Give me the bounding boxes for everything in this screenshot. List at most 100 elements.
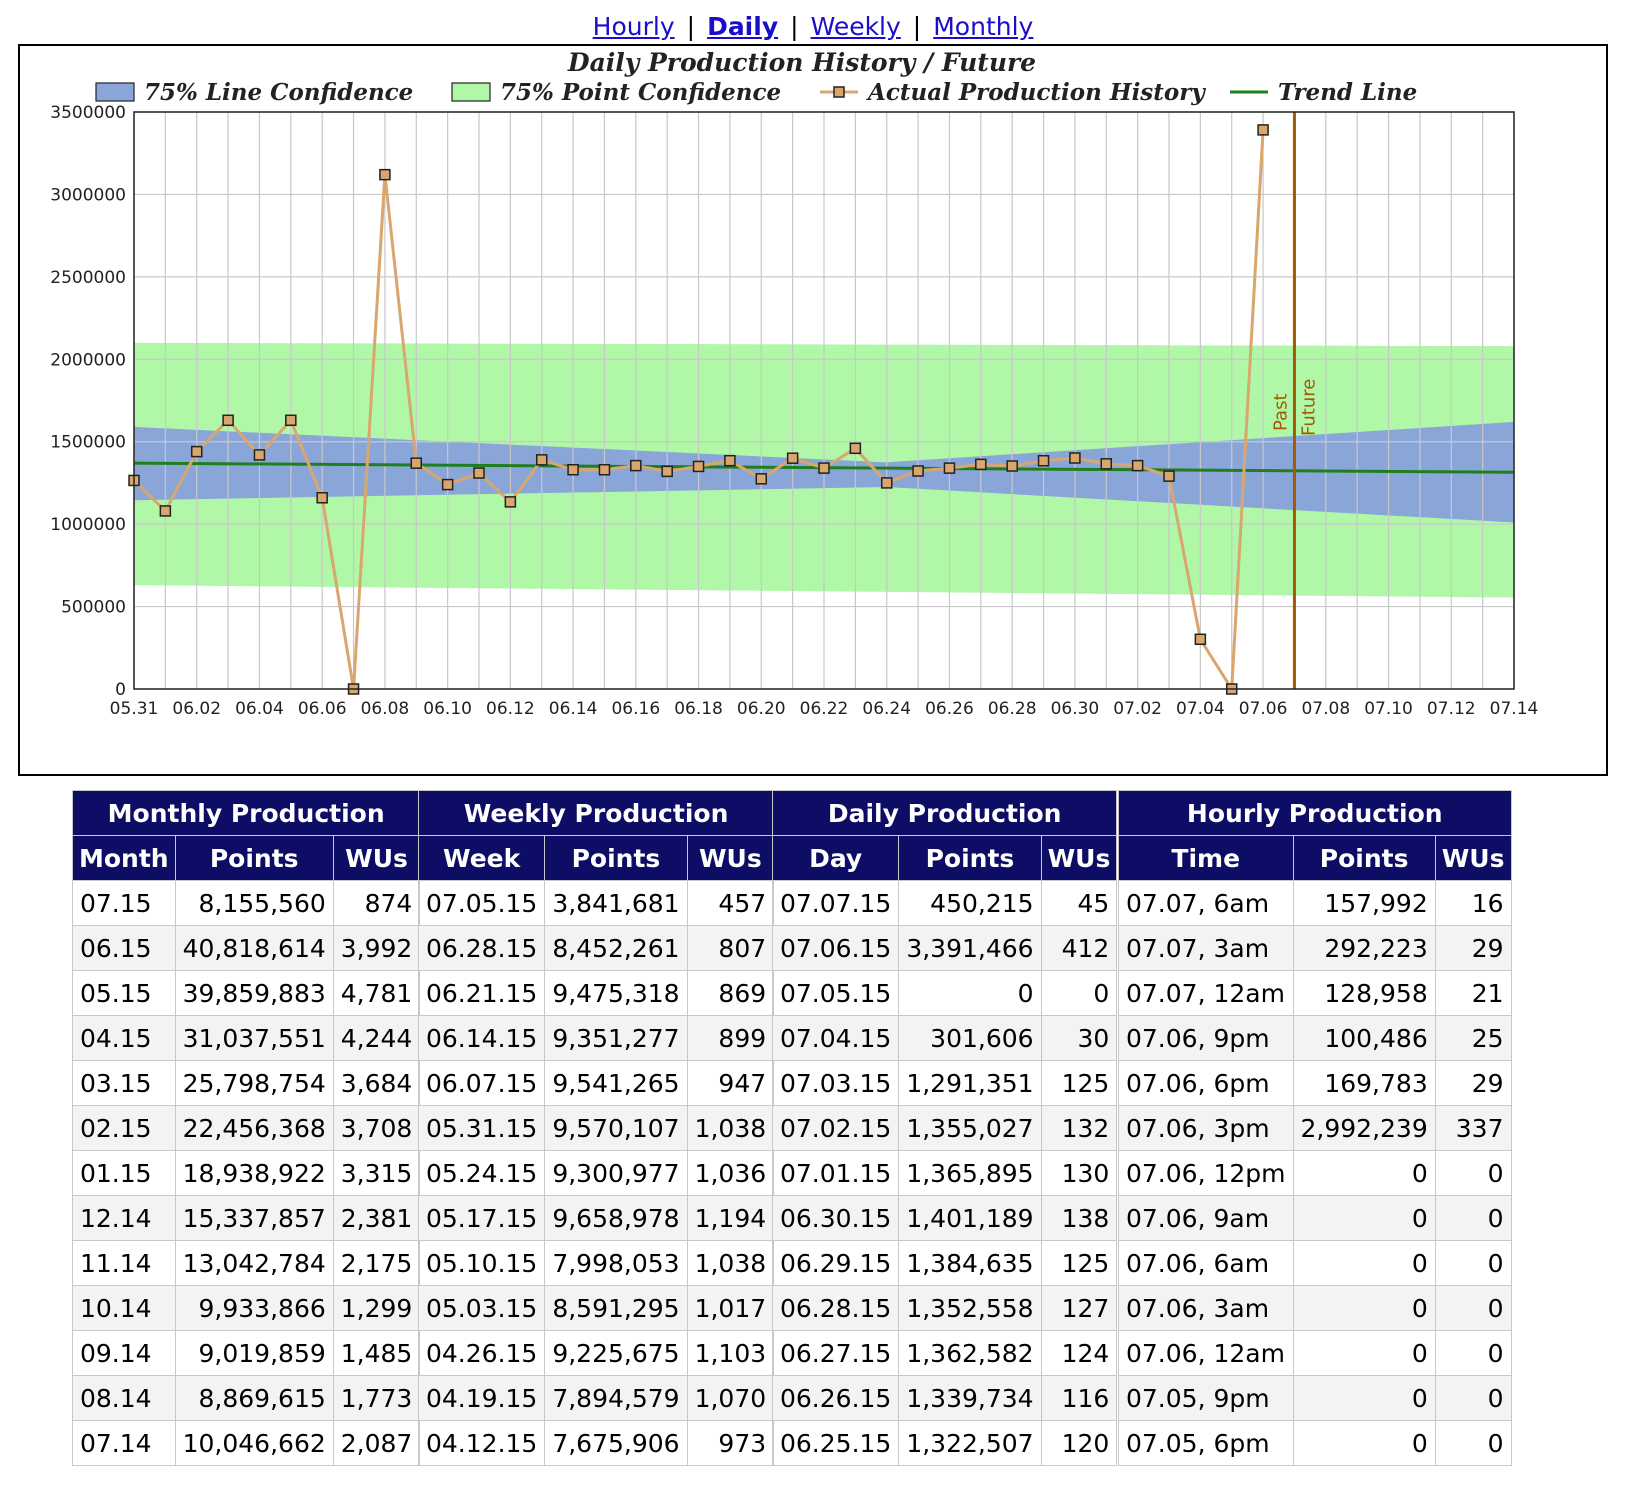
table-cell: 3,992 xyxy=(332,925,421,971)
y-tick-label: 3500000 xyxy=(50,103,126,123)
column-header: WUs xyxy=(1040,835,1118,881)
nav-link-weekly[interactable]: Weekly xyxy=(810,12,901,41)
weekly-production-table: Weekly Production Week Points WUs 07.05.15 3,… xyxy=(417,790,775,1466)
table-cell: 120 xyxy=(1040,1420,1118,1466)
nav-separator: | xyxy=(790,12,799,41)
table-row: 07.05.15 3,841,681 457 xyxy=(417,880,775,926)
actual-production-point xyxy=(1131,459,1144,472)
table-cell: 7,894,579 xyxy=(544,1375,688,1421)
table-row: 06.30.15 1,401,189 138 xyxy=(771,1195,1118,1241)
table-row: 05.31.15 9,570,107 1,038 xyxy=(417,1105,775,1151)
actual-production-point xyxy=(912,465,924,477)
table-cell: 292,223 xyxy=(1292,925,1436,971)
table-cell: 39,859,883 xyxy=(174,970,334,1016)
nav-link-daily[interactable]: Daily xyxy=(707,12,779,41)
column-header: Day xyxy=(771,835,900,881)
x-tick-label: 06.20 xyxy=(737,699,786,719)
table-row: 05.15 39,859,883 4,781 xyxy=(72,970,421,1016)
table-cell: 07.07, 6am xyxy=(1118,880,1294,926)
x-tick-label: 06.12 xyxy=(486,699,535,719)
y-tick-label: 0 xyxy=(115,680,126,700)
table-row: 05.03.15 8,591,295 1,017 xyxy=(417,1285,775,1331)
table-cell: 07.14 xyxy=(72,1420,176,1466)
table-cell: 2,175 xyxy=(332,1240,421,1286)
table-cell: 07.06, 3pm xyxy=(1118,1105,1294,1151)
actual-production-point xyxy=(630,459,642,472)
actual-production-point xyxy=(285,414,297,427)
table-row: 06.29.15 1,384,635 125 xyxy=(771,1240,1118,1286)
table-cell: 127 xyxy=(1040,1285,1118,1331)
table-row: 09.14 9,019,859 1,485 xyxy=(72,1330,421,1376)
table-row: 07.06, 3pm 2,992,239 337 xyxy=(1118,1105,1512,1151)
column-header: WUs xyxy=(1434,835,1512,881)
table-cell: 1,352,558 xyxy=(898,1285,1042,1331)
table-cell: 07.05, 9pm xyxy=(1118,1375,1294,1421)
table-cell: 07.02.15 xyxy=(771,1105,900,1151)
table-cell: 21 xyxy=(1434,970,1512,1016)
daily-production-chart: 0 500000 1000000 1500000 2000000 2500000 30000… xyxy=(50,48,1538,719)
table-cell: 07.05.15 xyxy=(771,970,900,1016)
actual-production-point xyxy=(724,454,736,467)
table-cell: 02.15 xyxy=(72,1105,176,1151)
table-cell: 2,992,239 xyxy=(1292,1105,1436,1151)
table-cell: 1,194 xyxy=(686,1195,775,1241)
table-cell: 15,337,857 xyxy=(174,1195,334,1241)
table-cell: 947 xyxy=(686,1060,775,1106)
table-cell: 8,155,560 xyxy=(174,880,334,926)
table-row: 07.05.15 0 0 xyxy=(771,970,1118,1016)
table-row: 06.26.15 1,339,734 116 xyxy=(771,1375,1118,1421)
table-cell: 1,038 xyxy=(686,1240,775,1286)
table-cell: 07.06, 12pm xyxy=(1118,1150,1294,1196)
table-row: 07.03.15 1,291,351 125 xyxy=(771,1060,1118,1106)
y-tick-label: 1500000 xyxy=(50,433,126,453)
table-cell: 450,215 xyxy=(898,880,1042,926)
table-cell: 29 xyxy=(1434,925,1512,971)
table-cell: 2,087 xyxy=(332,1420,421,1466)
table-cell: 07.07.15 xyxy=(771,880,900,926)
table-row: 06.14.15 9,351,277 899 xyxy=(417,1015,775,1061)
actual-production-point xyxy=(1069,452,1081,464)
nav-link-hourly[interactable]: Hourly xyxy=(592,12,675,41)
table-cell: 22,456,368 xyxy=(174,1105,334,1151)
table-cell: 06.26.15 xyxy=(771,1375,900,1421)
table-row: 07.15 8,155,560 874 xyxy=(72,880,421,926)
nav-separator: | xyxy=(912,12,922,41)
table-cell: 0 xyxy=(1292,1195,1436,1241)
table-cell: 9,475,318 xyxy=(544,970,688,1016)
table-cell: 1,339,734 xyxy=(898,1375,1042,1421)
x-tick-label: 06.24 xyxy=(862,699,911,719)
table-cell: 0 xyxy=(898,970,1042,1016)
actual-production-point xyxy=(253,449,266,461)
future-label: Future xyxy=(1298,379,1319,436)
table-cell: 0 xyxy=(1434,1375,1512,1421)
column-header: WUs xyxy=(332,835,421,881)
table-cell: 1,365,895 xyxy=(898,1150,1042,1196)
hourly-production-table: Hourly Production Time Points WUs 07.07, 6am… xyxy=(1118,790,1512,1466)
table-cell: 1,355,027 xyxy=(898,1105,1042,1151)
table-cell: 9,933,866 xyxy=(174,1285,334,1331)
table-title: Weekly Production xyxy=(417,790,775,836)
table-row: 06.25.15 1,322,507 120 xyxy=(771,1420,1118,1466)
actual-production-point xyxy=(379,168,391,181)
table-cell: 0 xyxy=(1292,1330,1436,1376)
table-cell: 130 xyxy=(1040,1150,1118,1196)
actual-production-point xyxy=(1037,454,1050,467)
table-row: 04.19.15 7,894,579 1,070 xyxy=(417,1375,775,1421)
table-cell: 973 xyxy=(686,1420,775,1466)
table-cell: 1,384,635 xyxy=(898,1240,1042,1286)
table-cell: 06.29.15 xyxy=(771,1240,900,1286)
x-tick-label: 06.06 xyxy=(298,699,347,719)
table-cell: 9,351,277 xyxy=(544,1015,688,1061)
table-cell: 157,992 xyxy=(1292,880,1436,926)
actual-production-point xyxy=(1006,460,1018,472)
table-cell: 05.31.15 xyxy=(417,1105,546,1151)
nav-link-monthly[interactable]: Monthly xyxy=(933,12,1034,41)
actual-production-point xyxy=(535,454,548,466)
legend-label: Actual Production History xyxy=(866,79,1206,106)
x-tick-label: 06.18 xyxy=(674,699,723,719)
plot-area-border xyxy=(133,111,1515,690)
actual-production-point xyxy=(880,477,893,489)
column-header: Month xyxy=(72,835,176,881)
table-row: 11.14 13,042,784 2,175 xyxy=(72,1240,421,1286)
actual-production-point xyxy=(943,462,956,474)
